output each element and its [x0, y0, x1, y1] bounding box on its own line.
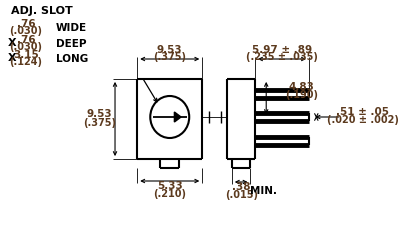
Text: (.210): (.210) — [153, 189, 186, 199]
Polygon shape — [174, 112, 181, 122]
Text: 3.15: 3.15 — [13, 50, 39, 60]
Text: (.030): (.030) — [10, 42, 42, 52]
Text: (.375): (.375) — [153, 52, 186, 62]
Text: (.124): (.124) — [10, 57, 42, 67]
Text: 5.33: 5.33 — [157, 181, 183, 191]
Text: ADJ. SLOT: ADJ. SLOT — [11, 6, 73, 16]
Text: .51 ± .05: .51 ± .05 — [336, 107, 389, 117]
Text: (.020 ± .002): (.020 ± .002) — [327, 115, 399, 125]
Text: WIDE: WIDE — [56, 23, 87, 33]
Text: MIN.: MIN. — [250, 186, 277, 196]
Text: .76: .76 — [17, 35, 35, 45]
Text: (.375): (.375) — [83, 118, 116, 128]
Text: (.235 ± .035): (.235 ± .035) — [246, 52, 318, 62]
Text: 9.53: 9.53 — [157, 45, 182, 55]
Text: .38: .38 — [232, 182, 250, 192]
Text: .76: .76 — [17, 19, 35, 29]
Text: 5.97 ± .89: 5.97 ± .89 — [252, 45, 312, 55]
Text: LONG: LONG — [56, 54, 88, 64]
Text: DEEP: DEEP — [56, 39, 86, 49]
Text: X: X — [8, 38, 16, 48]
Text: 4.83: 4.83 — [288, 82, 314, 92]
Text: (.190): (.190) — [285, 90, 318, 100]
Text: (.030): (.030) — [10, 26, 42, 36]
Text: (.015): (.015) — [225, 190, 258, 200]
Text: X: X — [8, 53, 16, 63]
Text: 9.53: 9.53 — [86, 109, 112, 119]
